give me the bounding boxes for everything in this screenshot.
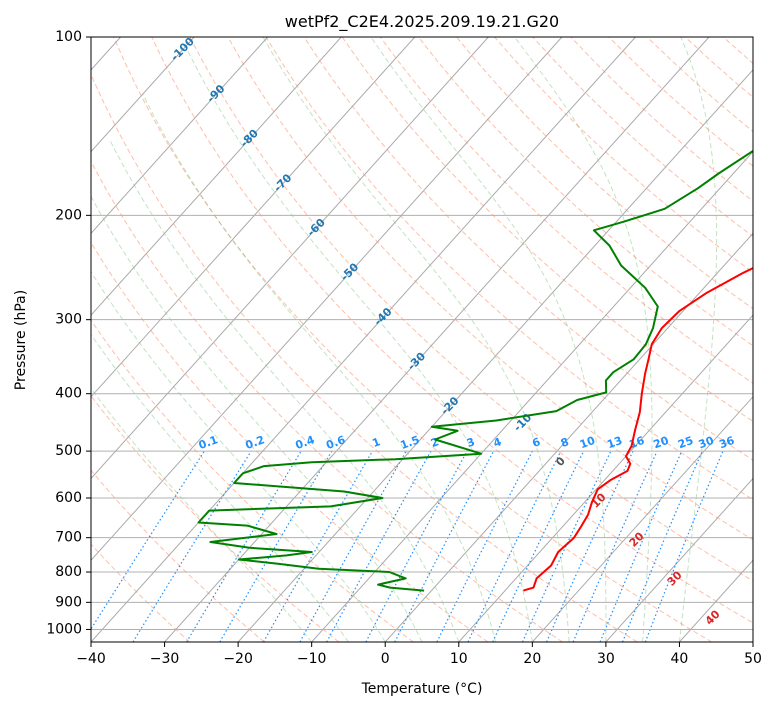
- isotherm-line: [91, 37, 269, 235]
- mixing-ratio-line: [546, 450, 634, 642]
- dry-adiabat-line: [91, 73, 638, 642]
- y-tick-label: 400: [55, 386, 82, 402]
- isotherm-line: [752, 641, 753, 642]
- isotherm-line: [237, 69, 753, 642]
- mixing-ratio-label: 0.4: [294, 433, 317, 452]
- mixing-ratio-label: 10: [578, 434, 597, 452]
- moist-adiabat-line: [91, 387, 313, 642]
- mixing-ratio-label: 20: [652, 434, 671, 452]
- x-tick-label: −20: [223, 651, 253, 667]
- mixing-ratio-label: 0.1: [197, 433, 220, 452]
- moist-adiabat-line: [678, 37, 718, 642]
- mixing-ratio-label: 36: [717, 434, 736, 452]
- dry-adiabat-line: [456, 37, 753, 310]
- x-tick-label: 50: [744, 651, 762, 667]
- isotherm-line: [458, 314, 753, 642]
- x-tick-label: −30: [150, 651, 180, 667]
- background-lines: [91, 37, 775, 642]
- y-tick-label: 100: [55, 29, 82, 45]
- moist-adiabat-line: [514, 37, 653, 642]
- y-axis-label: Pressure (hPa): [13, 290, 29, 390]
- y-tick-label: 600: [55, 490, 82, 506]
- mixing-ratio-label: 1: [371, 435, 383, 450]
- isotherm-line: [164, 37, 710, 642]
- dry-adiabat-line: [189, 37, 753, 582]
- dry-adiabat-line: [91, 469, 265, 642]
- mixing-ratio-label: 4: [492, 435, 504, 450]
- x-axis-label: Temperature (°C): [361, 681, 483, 697]
- mixing-ratio-line: [91, 450, 205, 631]
- y-axis-ticks: 100 200 300 400 500 600 700 800 900 1000: [46, 29, 91, 637]
- isotherm-line: [311, 150, 753, 642]
- y-tick-label: 800: [55, 564, 82, 580]
- dry-adiabat-line: [303, 37, 753, 461]
- isotherm-line: [91, 37, 416, 398]
- isotherm-line: [605, 477, 753, 642]
- moist-adiabat-line: [91, 270, 386, 642]
- dewpoint-profile: [197, 149, 753, 592]
- mixing-ratio-line: [599, 450, 683, 642]
- y-tick-label: 300: [55, 312, 82, 328]
- temperature-profile: [523, 266, 753, 592]
- plot-frame: [90, 36, 754, 643]
- mixing-ratio-line: [622, 450, 703, 642]
- mixing-ratio-label: 25: [676, 434, 695, 451]
- moist-adiabat-line: [186, 49, 533, 642]
- isotherm-line: [91, 37, 342, 316]
- x-tick-label: 40: [671, 651, 689, 667]
- isotherm-line: [531, 396, 753, 642]
- isotherm-line: [384, 232, 753, 642]
- mixing-ratio-line: [572, 450, 658, 642]
- mixing-ratio-label: 3: [465, 435, 477, 450]
- mixing-ratio-label: 16: [627, 434, 646, 452]
- isotherm-line: [91, 37, 636, 642]
- y-tick-label: 500: [55, 443, 82, 459]
- dry-adiabat-line: [151, 37, 753, 624]
- dry-adiabat-line: [761, 37, 775, 642]
- mixing-ratio-label: 13: [605, 434, 624, 451]
- y-tick-label: 900: [55, 594, 82, 610]
- x-tick-label: −10: [297, 651, 327, 667]
- profiles: [197, 149, 753, 592]
- dry-adiabat-line: [91, 160, 563, 642]
- x-tick-label: 0: [381, 651, 390, 667]
- mixing-ratio-line: [365, 450, 468, 642]
- mixing-ratio-label: 6: [530, 435, 542, 450]
- mixing-ratio-label: 0.6: [324, 433, 347, 452]
- isotherm-line: [91, 37, 489, 480]
- moist-adiabat-line: [91, 195, 423, 642]
- mixing-ratio-label: 0.2: [244, 433, 267, 452]
- mixing-ratio-label: 30: [697, 434, 716, 452]
- mixing-ratio-label: 8: [559, 435, 571, 450]
- x-tick-label: 20: [523, 651, 541, 667]
- mixing-ratio-line: [436, 450, 533, 642]
- mixing-ratio-label: 1.5: [399, 433, 422, 452]
- mixing-ratio-line: [326, 450, 432, 642]
- moist-adiabat-line: [142, 94, 497, 642]
- y-tick-label: 200: [55, 207, 82, 223]
- x-tick-label: 30: [597, 651, 615, 667]
- mixing-ratio-label: 2: [429, 435, 441, 450]
- chart-title: wetPf2_C2E4.2025.209.19.21.G20: [285, 12, 559, 32]
- dry-adiabat-line: [418, 37, 753, 347]
- x-tick-label: 10: [450, 651, 468, 667]
- x-axis-ticks: −40 −30 −20 −10 0 10 20 30 40 50: [76, 642, 762, 667]
- moist-adiabat-line: [262, 37, 570, 642]
- mixing-ratio-line: [299, 450, 407, 642]
- isotherm-line: [91, 37, 563, 562]
- x-tick-label: −40: [76, 651, 106, 667]
- dry-adiabat-line: [341, 37, 753, 422]
- y-tick-label: 700: [55, 530, 82, 546]
- mixing-ratio-line: [132, 450, 252, 642]
- y-tick-label: 1000: [46, 621, 82, 637]
- mixing-ratio-line: [644, 450, 724, 642]
- mixing-ratio-labels: 0.1 0.2 0.4 0.6 1 1.5 2 3 4 6 8 10 13 16 20 25 30 36: [197, 433, 737, 452]
- isotherm-line: [91, 37, 195, 153]
